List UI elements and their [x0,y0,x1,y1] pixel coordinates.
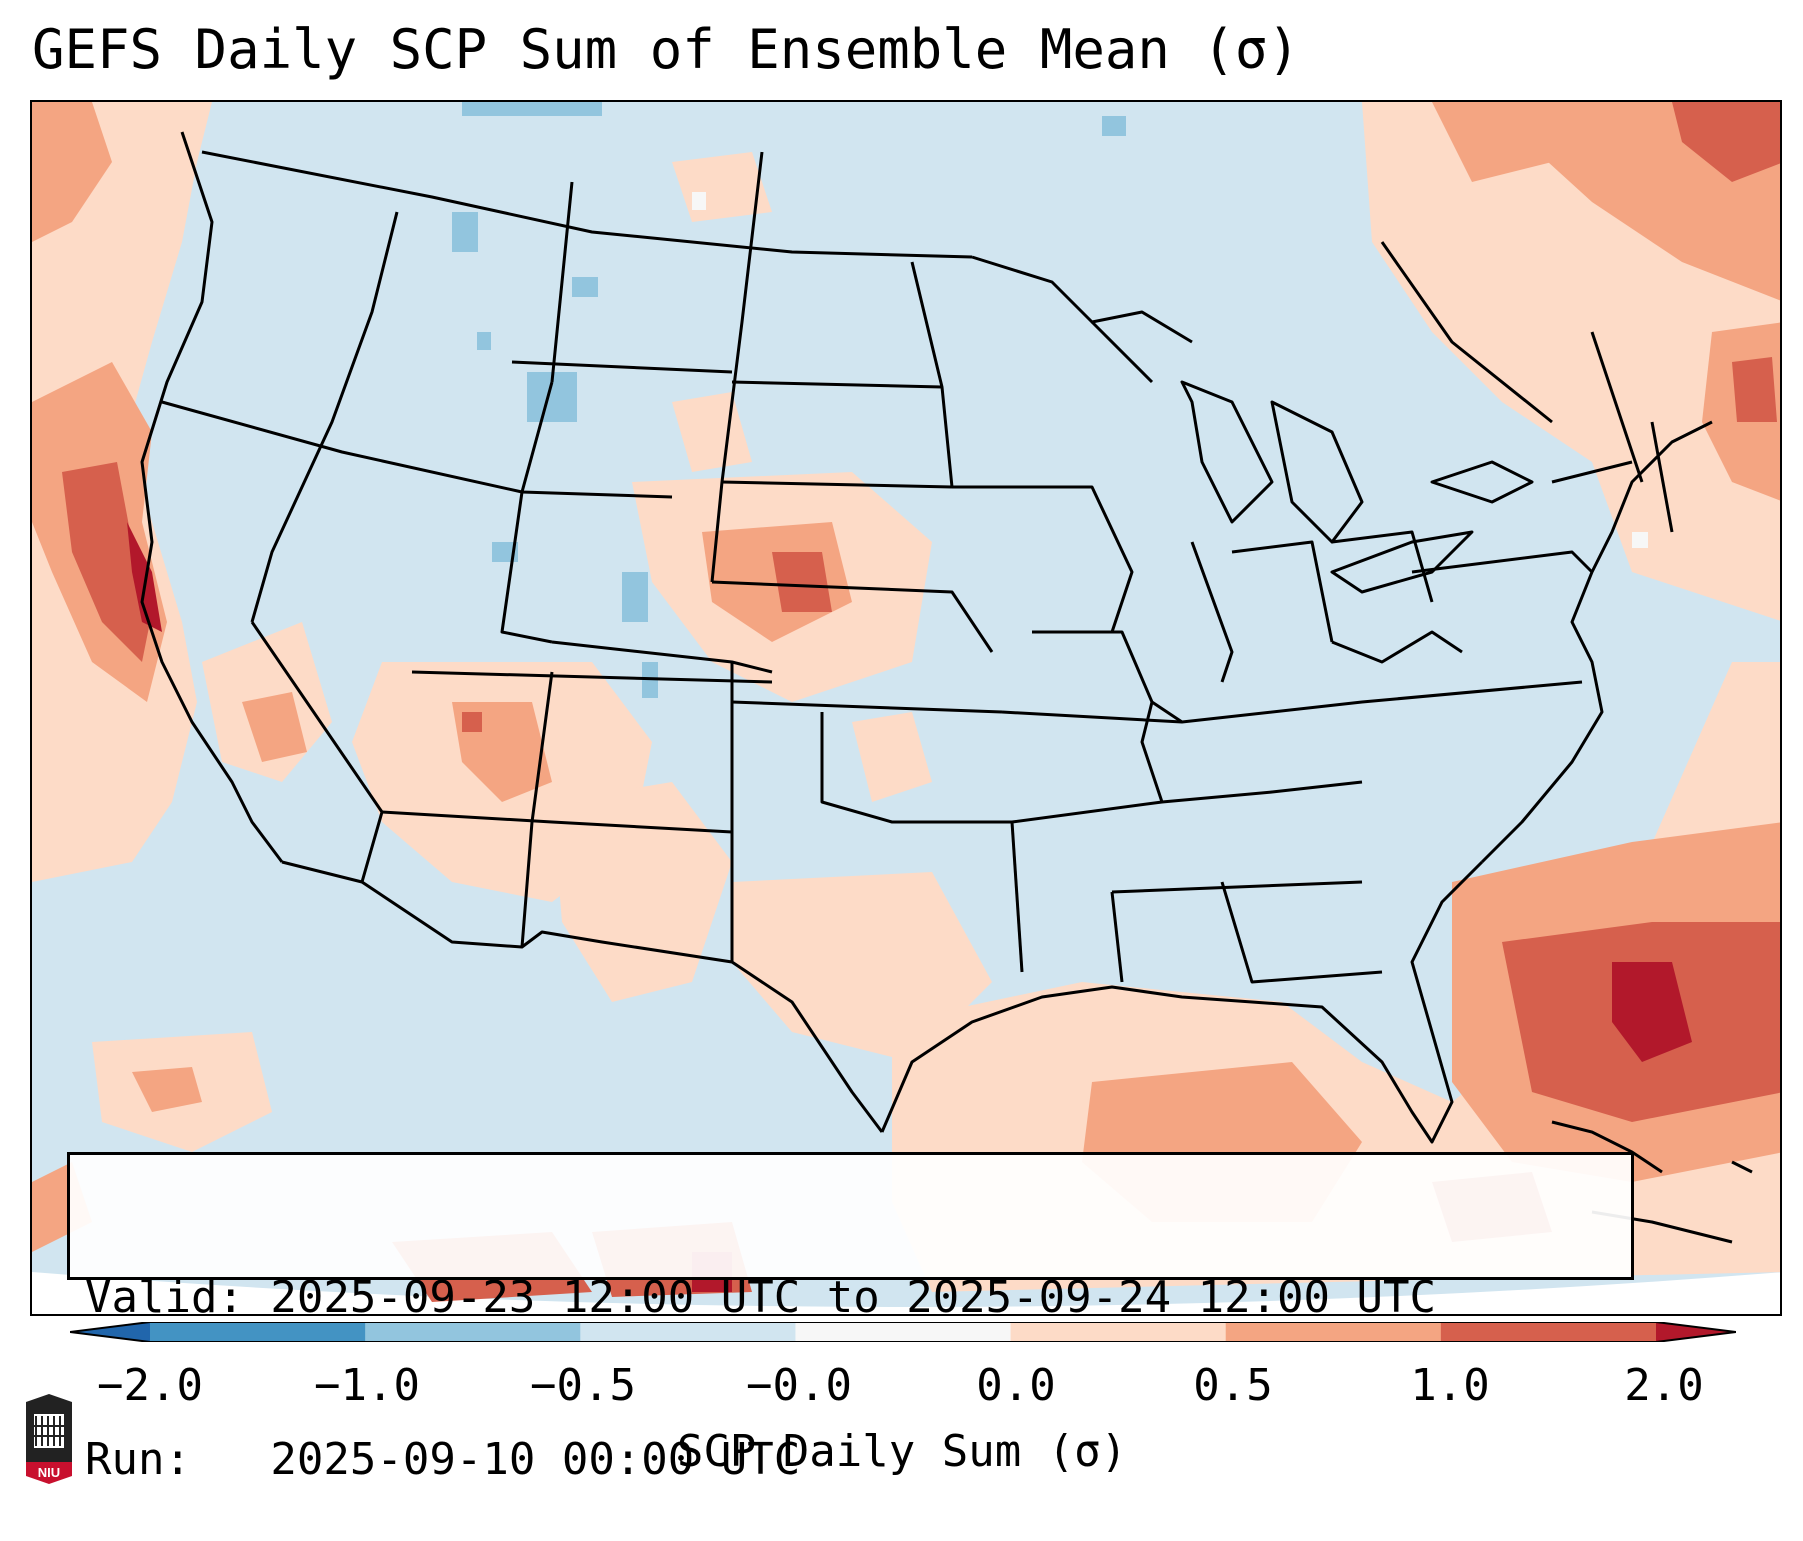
colorbar-tick-label: −0.0 [746,1360,852,1411]
colorbar-tick-label: 1.0 [1410,1360,1490,1411]
colorbar-tick-label: 0.5 [1193,1360,1273,1411]
colorbar-segments [70,1322,1736,1342]
colorbar-segment [580,1322,796,1342]
validity-info-box: Valid: 2025-09-23 12:00 UTC to 2025-09-2… [67,1152,1634,1485]
niu-logo: NIU [26,1394,72,1484]
colorbar-tick-label: −0.5 [530,1360,636,1411]
colorbar-tick-label: 2.0 [1624,1360,1704,1411]
anomaly-northeast [672,102,1780,621]
colorbar-label: SCP Daily Sum (σ) [676,1426,1128,1477]
colorbar-extend-min [70,1322,150,1342]
anomaly-negative-patches [452,102,1648,698]
page-title: GEFS Daily SCP Sum of Ensemble Mean (σ) [32,18,1300,81]
anomaly-pacific-west [32,102,332,1252]
map-canvas [32,102,1780,1314]
colorbar-segment [1225,1322,1442,1342]
state-boundaries [140,131,1713,1144]
colorbar-segment [795,1322,1012,1342]
colorbar-tick-label: −2.0 [97,1360,203,1411]
colorbar-tick-label: −1.0 [314,1360,420,1411]
colorbar-tick-label: 0.0 [976,1360,1056,1411]
colorbar-segment [365,1322,581,1342]
map-panel[interactable] [30,100,1782,1316]
valid-time-line: Valid: 2025-09-23 12:00 UTC to 2025-09-2… [85,1272,1437,1323]
colorbar [70,1322,1736,1342]
logo-text: NIU [38,1465,60,1480]
outside-domain-region [32,1272,1780,1314]
colorbar-segment [1440,1322,1657,1342]
colorbar-segment [150,1322,366,1342]
colorbar-extend-max [1656,1322,1736,1342]
run-time-line: Run: 2025-09-10 00:00 UTC [85,1434,801,1485]
colorbar-segment [1010,1322,1227,1342]
